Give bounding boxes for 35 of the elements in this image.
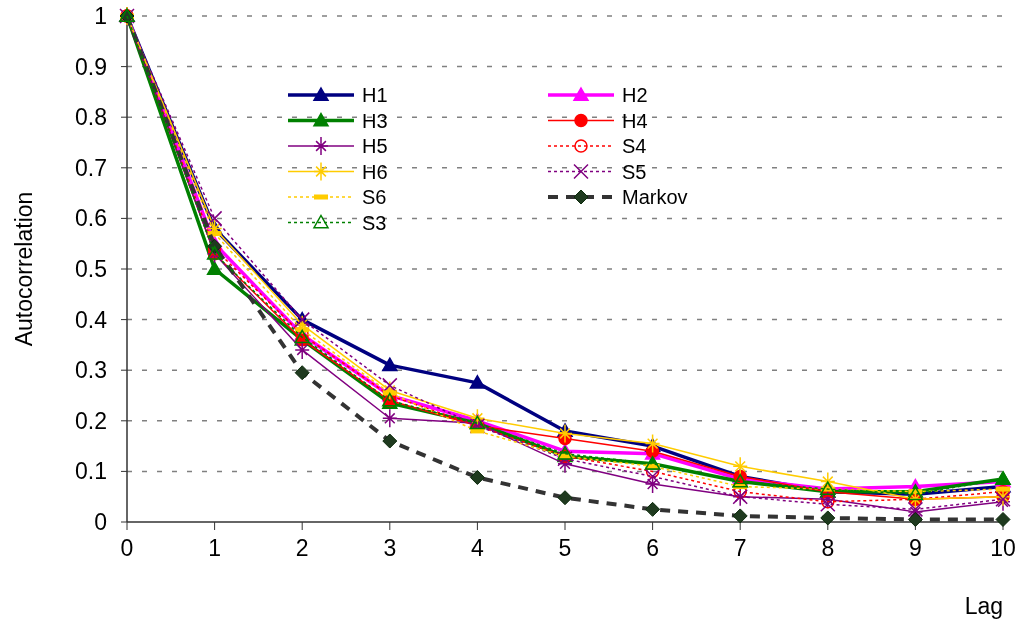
y-tick-label: 0.5 — [75, 256, 107, 282]
legend-label: H1 — [362, 84, 388, 106]
legend-label: S4 — [622, 135, 647, 157]
y-tick-label: 0.1 — [75, 458, 107, 485]
x-tick-label: 9 — [909, 535, 922, 561]
y-tick-label: 0.4 — [75, 306, 108, 333]
y-tick-label: 0.2 — [75, 407, 107, 434]
x-tick-label: 5 — [558, 535, 572, 561]
legend-label: H4 — [622, 109, 648, 132]
x-tick-label: 6 — [646, 535, 659, 561]
x-tick-label: 0 — [120, 535, 134, 561]
y-tick-label: 1 — [94, 3, 107, 29]
y-tick-label: 0.7 — [75, 154, 107, 181]
x-tick-label: 4 — [471, 535, 484, 561]
x-axis-title: Lag — [964, 593, 1003, 619]
y-axis-title: Autocorrelation — [11, 191, 37, 347]
x-tick-label: 2 — [295, 535, 309, 561]
legend-label: Markov — [622, 186, 688, 208]
x-tick-label: 7 — [733, 535, 747, 561]
y-tick-label: 0.6 — [75, 205, 107, 232]
x-tick-label: 1 — [208, 535, 221, 561]
legend-label: S5 — [622, 160, 647, 183]
legend-label: H2 — [622, 84, 648, 106]
x-tick-label: 3 — [383, 535, 397, 561]
y-tick-label: 0.3 — [75, 357, 107, 384]
legend-label: S6 — [362, 186, 387, 208]
legend-label: H3 — [362, 109, 388, 132]
legend-label: H6 — [362, 160, 388, 183]
x-tick-label: 8 — [821, 535, 835, 561]
legend-label: S3 — [362, 211, 387, 234]
legend-label: H5 — [362, 135, 388, 157]
y-tick-label: 0 — [94, 509, 107, 535]
y-tick-label: 0.9 — [75, 53, 107, 80]
x-tick-label: 10 — [990, 535, 1016, 561]
y-tick-label: 0.8 — [75, 104, 107, 131]
